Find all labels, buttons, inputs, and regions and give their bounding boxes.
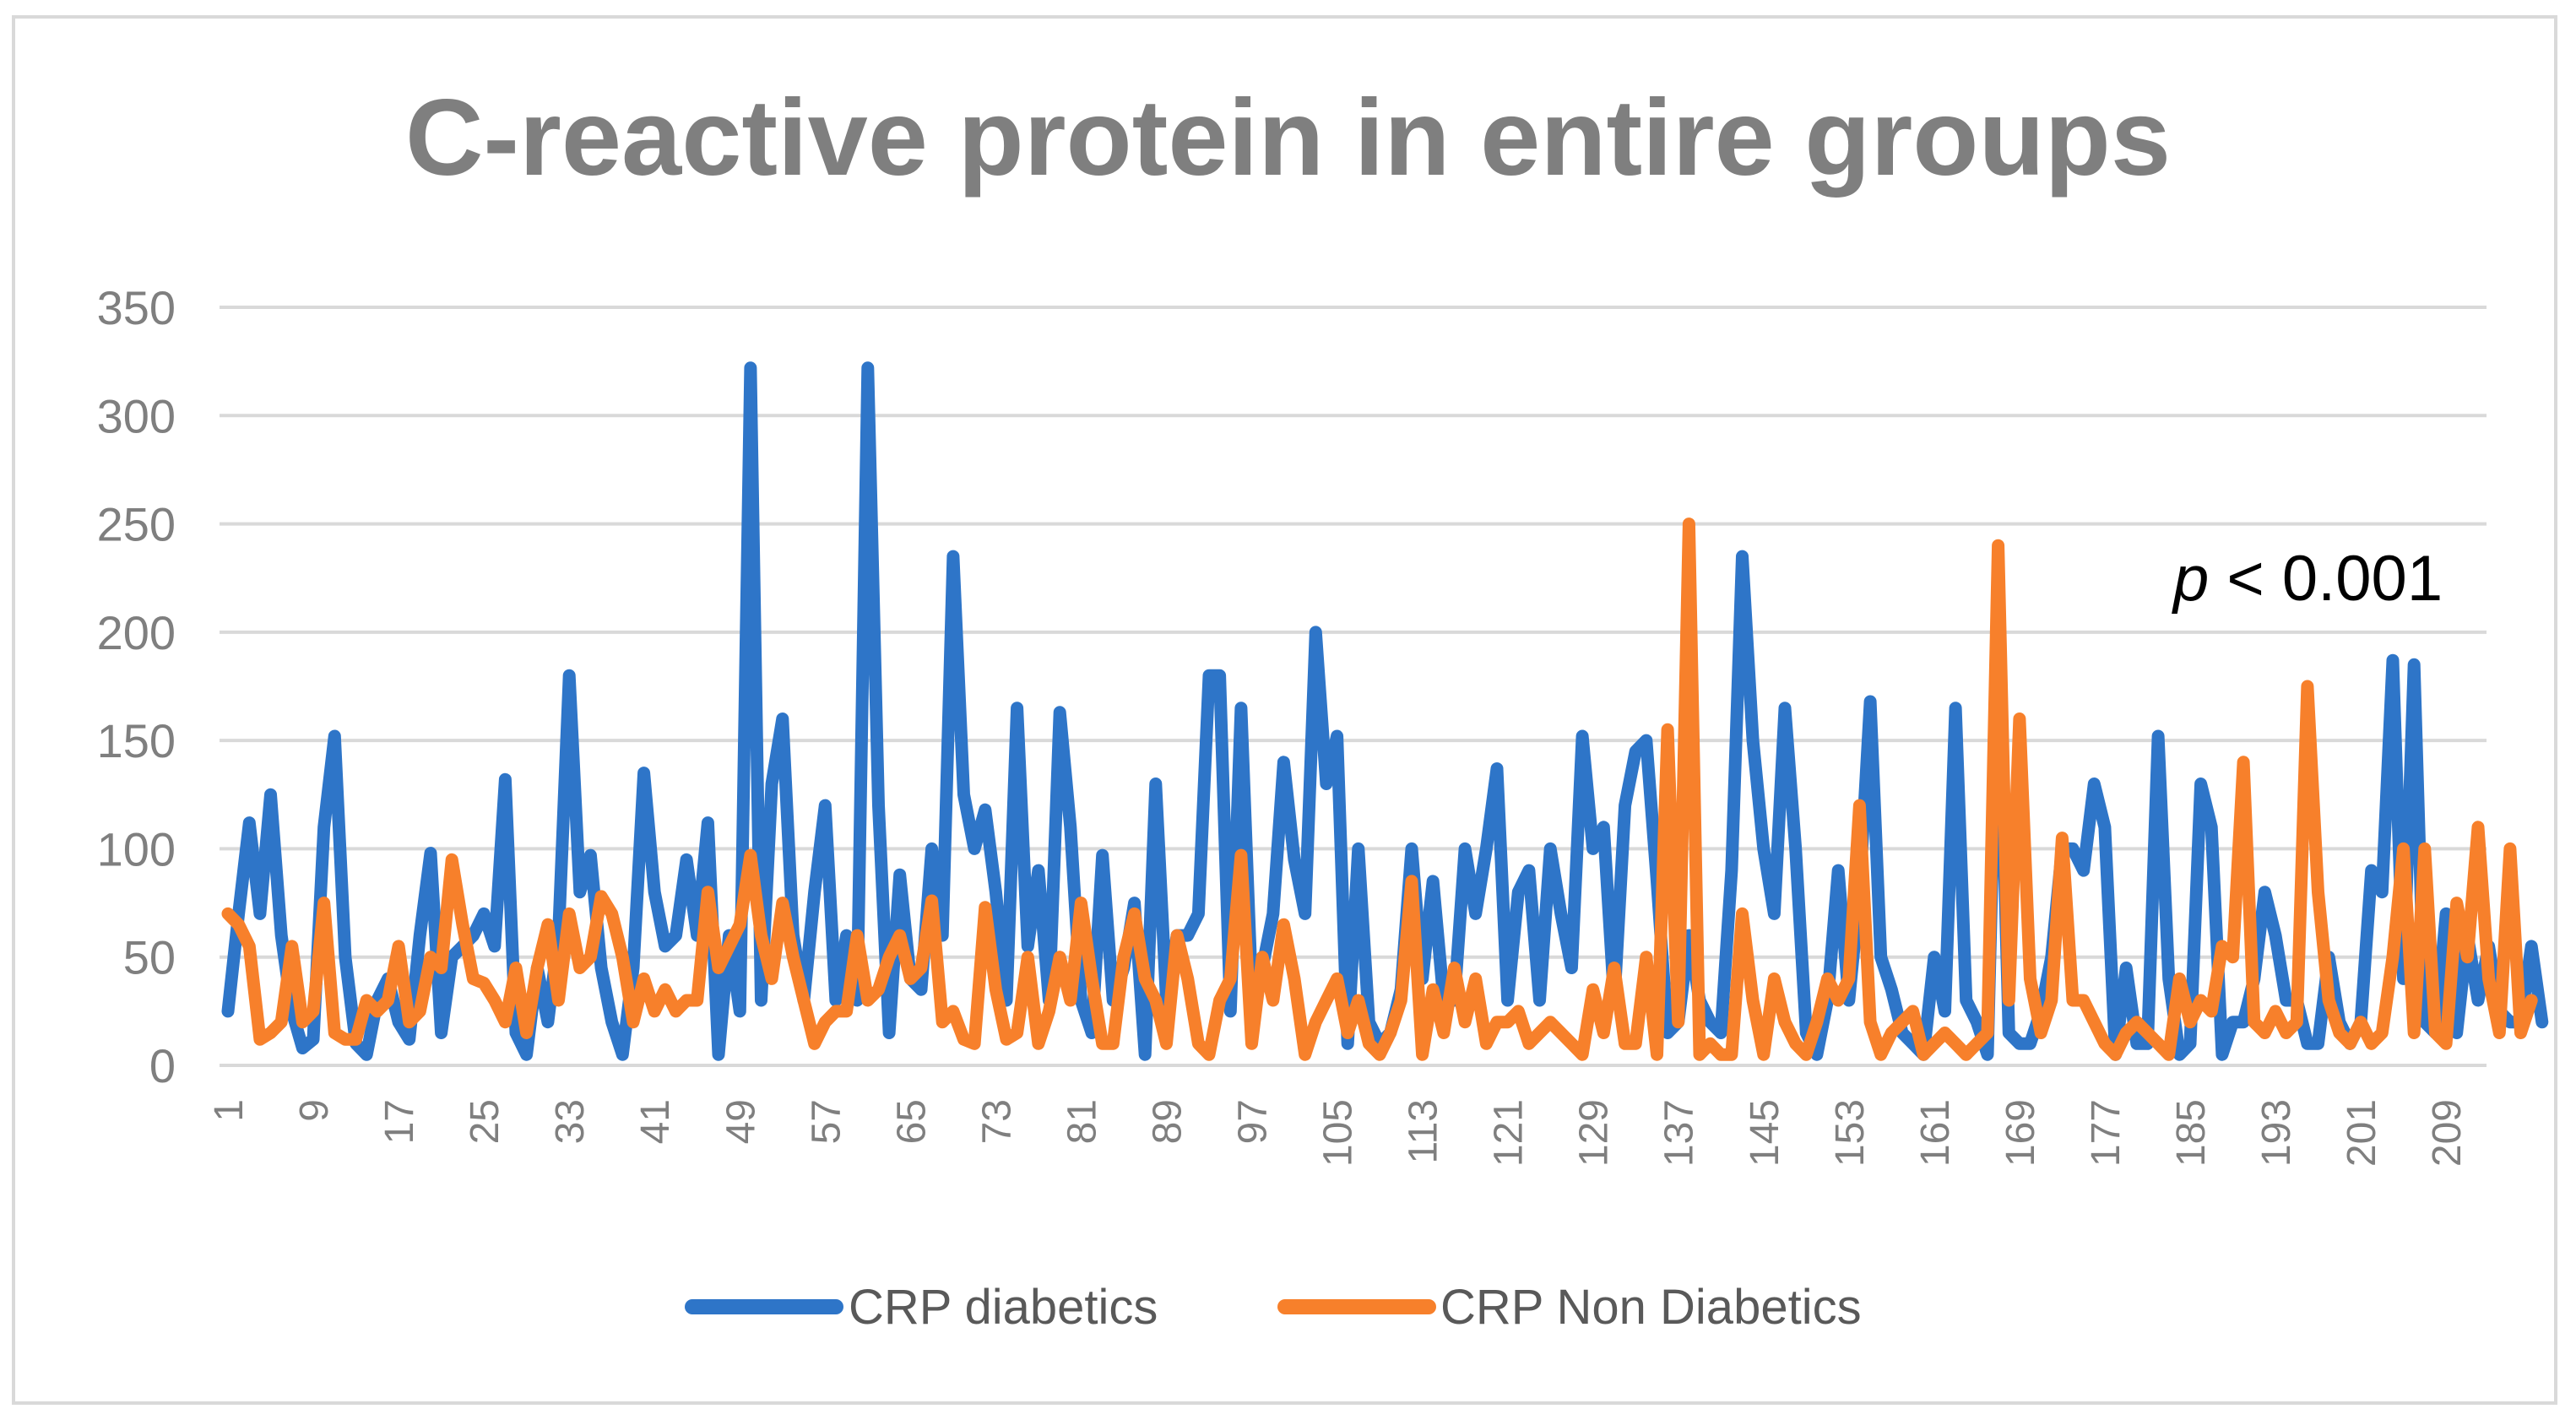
x-tick-label: 97 [1231, 1099, 1276, 1144]
x-tick-label: 81 [1060, 1099, 1104, 1144]
x-axis-ticks: 1 9 17 25 33 41 49 57 65 73 81 89 97 105 113 121 129 137 1… [207, 1099, 2470, 1167]
x-tick-label: 9 [292, 1099, 337, 1122]
legend: CRP diabetics CRP Non Diabetics [685, 1280, 1862, 1335]
y-tick-label: 50 [123, 931, 176, 984]
x-tick-label: 25 [463, 1099, 507, 1144]
x-tick-label: 161 [1913, 1099, 1958, 1167]
p-value-annotation: p < 0.001 [2173, 547, 2443, 611]
y-axis-ticks: 0 50 100 150 200 250 300 350 [97, 281, 176, 1092]
x-tick-label: 137 [1657, 1099, 1702, 1167]
x-tick-label: 41 [633, 1099, 678, 1144]
x-tick-label: 153 [1828, 1099, 1873, 1167]
y-tick-label: 150 [97, 714, 176, 767]
x-tick-label: 193 [2254, 1099, 2299, 1167]
x-tick-label: 105 [1316, 1099, 1361, 1167]
y-tick-label: 0 [149, 1039, 176, 1092]
p-value-text: < 0.001 [2209, 543, 2443, 615]
x-tick-label: 209 [2425, 1099, 2470, 1167]
x-tick-label: 57 [804, 1099, 849, 1144]
y-tick-label: 350 [97, 281, 176, 334]
chart-title: C-reactive protein in entire groups [404, 78, 2172, 198]
legend-label-crp-non-diabetics: CRP Non Diabetics [1440, 1280, 1862, 1335]
x-tick-label: 49 [719, 1099, 763, 1144]
x-tick-label: 129 [1572, 1099, 1617, 1167]
series-lines [221, 361, 2549, 1061]
chart-frame [12, 15, 2557, 1405]
y-tick-label: 250 [97, 498, 176, 551]
p-symbol: p [2173, 543, 2210, 615]
x-tick-label: 201 [2340, 1099, 2384, 1167]
x-tick-label: 73 [974, 1099, 1019, 1144]
x-tick-label: 17 [377, 1099, 422, 1144]
x-tick-label: 65 [889, 1099, 934, 1144]
y-tick-label: 100 [97, 822, 176, 875]
x-tick-label: 185 [2169, 1099, 2214, 1167]
y-tick-label: 200 [97, 606, 176, 659]
series-line-crp-non-diabetics [221, 517, 2538, 1061]
x-tick-label: 113 [1402, 1099, 1446, 1164]
x-tick-label: 177 [2084, 1099, 2129, 1167]
x-tick-label: 145 [1743, 1099, 1787, 1167]
legend-label-crp-diabetics: CRP diabetics [849, 1280, 1158, 1335]
x-tick-label: 33 [548, 1099, 593, 1144]
y-tick-label: 300 [97, 389, 176, 442]
x-tick-label: 121 [1487, 1099, 1532, 1167]
x-tick-label: 1 [207, 1099, 252, 1122]
x-tick-label: 89 [1145, 1099, 1190, 1144]
x-tick-label: 169 [1998, 1099, 2043, 1167]
